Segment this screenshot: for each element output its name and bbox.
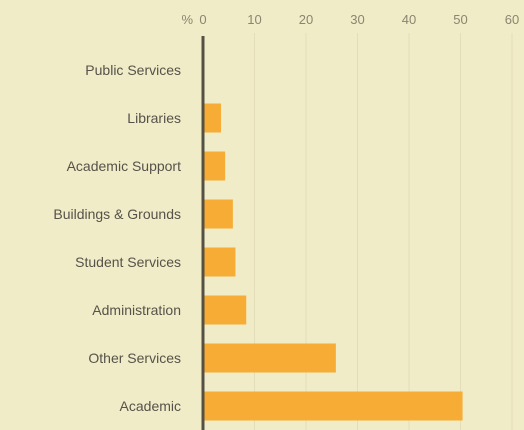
category-label: Buildings & Grounds xyxy=(53,206,181,222)
category-label: Academic Support xyxy=(67,158,182,174)
x-tick-label: 40 xyxy=(402,12,416,27)
x-tick-label: 10 xyxy=(247,12,261,27)
bar xyxy=(203,295,247,325)
category-labels: Public Services Libraries Academic Support… xyxy=(53,62,181,414)
bar xyxy=(203,199,233,229)
bar xyxy=(203,103,222,133)
category-label: Administration xyxy=(92,302,181,318)
x-tick-label: 50 xyxy=(453,12,467,27)
bar xyxy=(203,391,463,421)
x-tick-labels: % 0 10 20 30 40 50 60 xyxy=(181,12,519,27)
bar xyxy=(203,247,236,277)
bar xyxy=(203,151,226,181)
bar xyxy=(203,343,336,373)
category-label: Student Services xyxy=(75,254,181,270)
bars xyxy=(203,103,463,421)
unit-label: % xyxy=(181,12,193,27)
category-label: Libraries xyxy=(127,110,181,126)
x-tick-label: 60 xyxy=(505,12,519,27)
category-label: Academic xyxy=(120,398,181,414)
x-tick-label: 20 xyxy=(299,12,313,27)
x-tick-label: 0 xyxy=(199,12,206,27)
category-label: Other Services xyxy=(88,350,181,366)
category-label: Public Services xyxy=(85,62,181,78)
x-tick-label: 30 xyxy=(350,12,364,27)
